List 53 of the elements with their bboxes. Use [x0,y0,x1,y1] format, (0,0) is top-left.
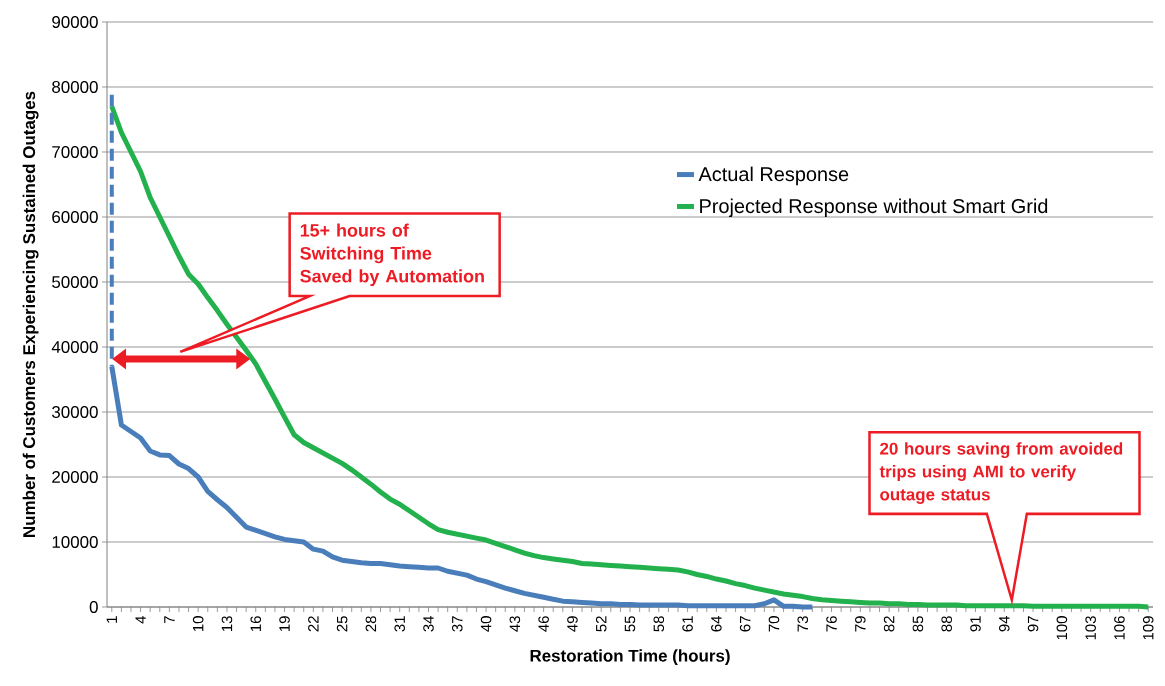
x-tick-label: 64 [711,615,722,632]
x-tick-label: 28 [365,616,377,632]
x-tick-label: 4 [135,615,146,624]
y-tick-label: 90000 [52,16,98,28]
x-tick-label: 58 [653,616,665,632]
x-tick-label: 88 [941,616,952,632]
x-tick-label: 22 [308,616,319,632]
y-tick-label: 60000 [52,211,98,223]
x-tick-label: 91 [970,616,981,632]
annotation: 15+ hours of Switching Time Saved by Automation [300,223,484,287]
x-tick-label: 25 [336,616,348,632]
x-tick-label: 73 [797,616,809,632]
x-axis-title: Restoration Time (hours) [530,649,730,666]
x-tick-label: 67 [739,616,751,632]
x-tick-label: 55 [624,616,636,632]
x-tick-label: 16 [250,616,262,631]
y-tick-label: 10000 [52,536,98,548]
x-tick-label: 82 [883,616,895,632]
annotation: 20 hours saving from avoided trips using AMI to verify outage status [879,442,1123,504]
x-tick-label: 1 [106,616,117,623]
y-tick-label: 20000 [52,471,98,483]
x-tick-label: 94 [998,615,1010,632]
x-tick-label: 61 [682,616,693,632]
y-tick-label: 70000 [52,146,98,158]
y-tick-label: 0 [89,601,98,613]
x-tick-label: 100 [1056,616,1068,640]
x-tick-label: 52 [595,616,607,632]
x-tick-label: 46 [538,616,549,632]
x-tick-label: 13 [221,616,233,631]
x-tick-label: 103 [1085,616,1096,640]
y-tick-label: 50000 [52,276,98,288]
x-tick-label: 43 [509,616,521,632]
x-tick-label: 34 [423,615,434,632]
x-tick-label: 10 [192,616,204,631]
y-tick-label: 30000 [52,406,98,418]
x-tick-label: 7 [164,616,175,624]
x-tick-label: 40 [480,616,492,632]
x-tick-label: 19 [279,616,290,631]
x-tick-label: 97 [1027,616,1039,632]
x-tick-label: 106 [1114,616,1125,640]
y-tick-label: 80000 [52,81,98,93]
x-tick-label: 79 [855,616,866,632]
y-tick-label: 40000 [51,341,98,353]
legend-label: Projected Response without Smart Grid [700,198,1048,218]
x-tick-label: 37 [451,616,463,632]
x-tick-label: 85 [912,616,924,632]
x-tick-label: 49 [567,616,578,632]
legend-label: Actual Response [698,166,849,186]
x-tick-label: 70 [768,616,780,632]
y-axis-title: Number of Customers Experiencing Sustained Outages [22,91,39,537]
x-tick-label: 109 [1142,616,1154,640]
x-tick-label: 76 [826,616,837,632]
x-tick-label: 31 [394,616,405,632]
